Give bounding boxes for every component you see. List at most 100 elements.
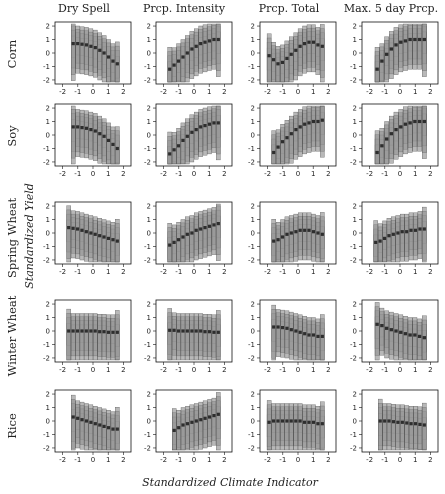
median-marker (311, 333, 315, 337)
box (207, 106, 212, 155)
box-band (79, 313, 85, 361)
x-tick-label: -1 (279, 456, 286, 464)
x-tick-label: 1 (413, 456, 417, 464)
box (93, 406, 98, 451)
box-band (110, 314, 116, 361)
column-title-prcp-total: Prcp. Total (259, 2, 320, 15)
box-band (93, 29, 98, 78)
box (284, 310, 290, 359)
box (88, 111, 94, 160)
median-marker (80, 329, 84, 333)
y-tick-label: -2 (43, 354, 50, 362)
panel-winter-wheat-max-5-day-prcp: -2 -1 0 1 2 -2 -1 0 1 2 (350, 299, 439, 374)
box-band (101, 219, 107, 263)
box-band (315, 215, 321, 263)
y-axis-label: Standardized Yield (23, 183, 36, 289)
box-band (284, 216, 290, 263)
box (378, 398, 383, 451)
box (84, 27, 89, 75)
median-marker (185, 232, 189, 236)
x-tick-label: 0 (296, 268, 300, 276)
box (97, 115, 102, 164)
median-marker (93, 232, 97, 236)
box-band (297, 403, 303, 451)
median-marker (111, 427, 115, 431)
box-band (306, 105, 312, 153)
box (211, 314, 217, 361)
median-marker (399, 330, 403, 334)
box-band (75, 400, 80, 449)
box-band (101, 35, 107, 83)
box-band (389, 311, 394, 360)
box (172, 408, 177, 451)
median-marker (399, 125, 403, 129)
box-band (71, 394, 76, 451)
panel-rice-dry-spell: -2 -1 0 1 2 -2 -1 0 1 2 (43, 389, 132, 464)
box-band (207, 23, 212, 71)
box (389, 31, 394, 79)
x-tick-label: -2 (264, 268, 271, 276)
box-band (185, 35, 190, 83)
x-tick-label: 0 (192, 268, 196, 276)
panel-winter-wheat-prcp-intensity: -2 -1 0 1 2 -2 -1 0 1 2 (144, 299, 233, 374)
median-marker (289, 328, 293, 332)
median-marker (207, 122, 211, 126)
box-band (398, 314, 404, 361)
box (198, 313, 203, 361)
box (202, 209, 208, 258)
box-band (176, 222, 181, 263)
y-tick-label: -1 (248, 431, 255, 439)
x-tick-label: -2 (366, 88, 373, 96)
median-marker (400, 230, 404, 234)
median-marker (281, 326, 285, 330)
x-tick-label: 2 (121, 366, 125, 374)
median-marker (84, 43, 88, 47)
box-band (306, 24, 312, 73)
median-marker (177, 426, 181, 430)
box-band (266, 400, 272, 451)
x-tick-label: 2 (428, 268, 432, 276)
median-marker (396, 231, 400, 235)
box-band (306, 317, 312, 361)
y-tick-label: 1 (147, 216, 151, 224)
x-tick-label: 2 (326, 170, 330, 178)
box-band (320, 212, 325, 263)
box-band (311, 317, 316, 361)
median-marker (303, 420, 307, 424)
box-band (293, 313, 299, 361)
median-marker (303, 42, 307, 46)
box (167, 131, 172, 165)
box (412, 317, 418, 361)
box (280, 403, 285, 451)
box-band (106, 39, 111, 83)
box-band (404, 405, 409, 451)
median-marker (281, 140, 285, 144)
box-band (320, 401, 325, 451)
y-tick-label: 2 (353, 104, 357, 112)
median-marker (102, 235, 106, 239)
box-band (167, 308, 172, 361)
median-marker (93, 422, 97, 426)
x-tick-label: 1 (413, 88, 417, 96)
box-band (84, 213, 89, 262)
box-band (398, 24, 404, 73)
x-tick-label: 1 (207, 366, 211, 374)
box (97, 32, 102, 81)
x-tick-label: 2 (121, 170, 125, 178)
box-band (97, 32, 102, 81)
x-tick-label: 1 (311, 268, 315, 276)
panel-soy-max-5-day-prcp: -2 -1 0 1 2 -2 -1 0 1 2 (350, 103, 439, 178)
box (284, 403, 290, 451)
median-marker (212, 121, 216, 125)
box-band (207, 314, 212, 361)
median-marker (185, 134, 189, 138)
box-band (207, 208, 212, 257)
box (373, 220, 378, 263)
box (101, 35, 107, 83)
box (88, 215, 94, 263)
median-marker (212, 37, 216, 42)
x-tick-label: 1 (413, 170, 417, 178)
box (389, 311, 394, 360)
box (84, 110, 89, 159)
median-marker (294, 230, 298, 234)
